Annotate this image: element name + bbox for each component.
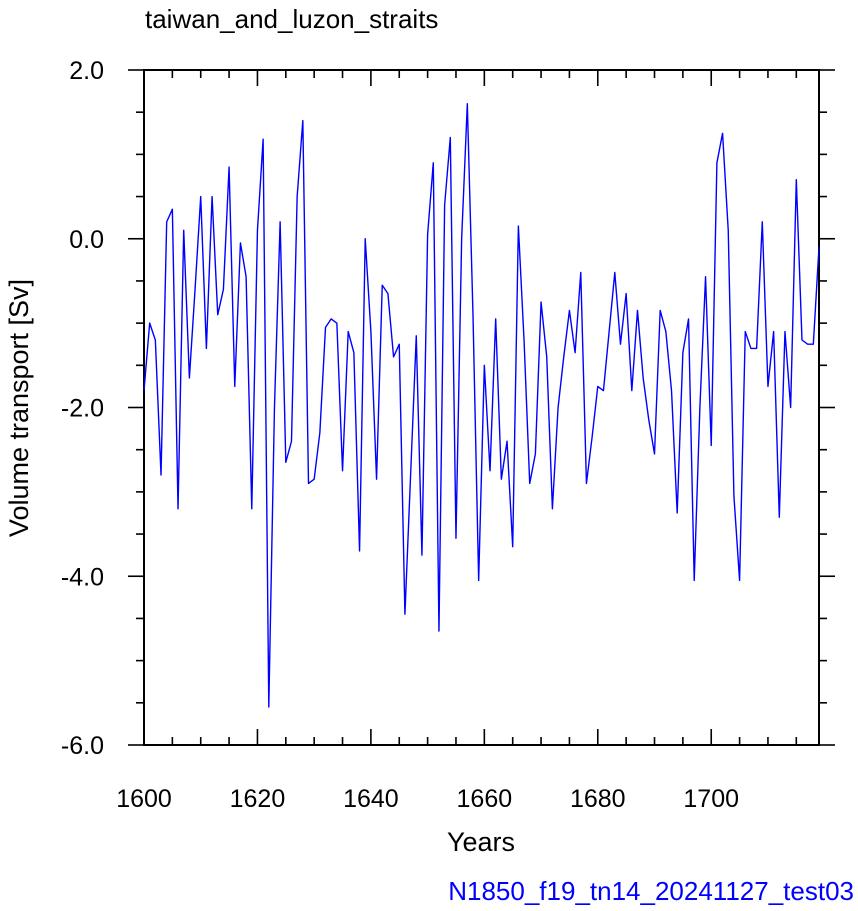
chart-title: taiwan_and_luzon_straits [145, 4, 438, 34]
y-tick-label: -4.0 [61, 563, 104, 591]
plot-border [143, 69, 820, 746]
y-tick-label: 2.0 [69, 57, 104, 85]
axis-ticks [128, 69, 835, 746]
x-tick-label: 1640 [343, 785, 399, 813]
case-name-label: N1850_f19_tn14_20241127_test03 [448, 876, 854, 906]
series-line [143, 103, 820, 708]
y-axis-label: Volume transport [Sv] [4, 279, 34, 537]
y-tick-labels: 2.0 0.0 -2.0 -4.0 -6.0 [61, 57, 104, 760]
plot-frame [143, 69, 820, 746]
series-group [143, 103, 820, 708]
x-tick-label: 1680 [570, 785, 626, 813]
y-tick-label: 0.0 [69, 226, 104, 254]
x-axis-label: Years [447, 827, 515, 857]
x-tick-labels: 1600 1620 1640 1660 1680 1700 [116, 785, 739, 813]
x-tick-label: 1620 [230, 785, 286, 813]
x-tick-label: 1700 [683, 785, 739, 813]
y-tick-label: -6.0 [61, 732, 104, 760]
x-tick-label: 1600 [116, 785, 172, 813]
y-tick-label: -2.0 [61, 395, 104, 423]
x-tick-label: 1660 [457, 785, 513, 813]
